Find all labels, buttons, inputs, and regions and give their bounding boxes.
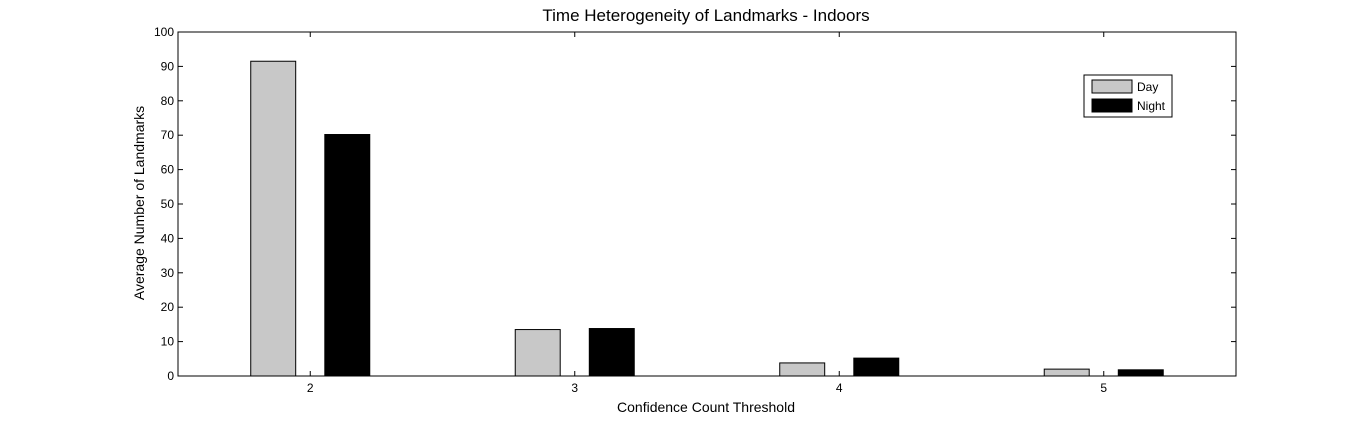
legend-swatch-day — [1091, 79, 1133, 94]
y-tick-label: 30 — [161, 266, 175, 280]
bar-night-5 — [1117, 369, 1164, 377]
chart-title: Time Heterogeneity of Landmarks - Indoor… — [542, 6, 869, 25]
y-tick-label: 20 — [161, 300, 175, 314]
bar-day-2 — [250, 60, 297, 377]
x-tick-label: 3 — [571, 381, 578, 395]
y-tick-label: 100 — [154, 25, 174, 39]
bar-day-3 — [514, 329, 561, 377]
y-tick-label: 70 — [161, 128, 175, 142]
x-axis-label: Confidence Count Threshold — [617, 399, 795, 415]
legend-label-night: Night — [1137, 99, 1166, 113]
legend-swatch-night — [1091, 98, 1133, 113]
x-tick-label: 2 — [307, 381, 314, 395]
y-tick-label: 50 — [161, 197, 175, 211]
y-tick-label: 90 — [161, 59, 175, 73]
x-tick-label: 4 — [836, 381, 843, 395]
y-axis-label: Average Number of Landmarks — [131, 106, 147, 300]
x-tick-label: 5 — [1100, 381, 1107, 395]
bar-night-3 — [588, 328, 635, 377]
bar-night-4 — [853, 357, 900, 377]
legend: Day Night — [1083, 74, 1173, 118]
y-tick-label: 0 — [167, 369, 174, 383]
y-tick-label: 60 — [161, 163, 175, 177]
y-tick-label: 10 — [161, 335, 175, 349]
bar-day-4 — [779, 362, 826, 377]
y-axis: 0 10 20 30 40 50 60 70 80 90 100 — [154, 25, 1236, 383]
bar-night-2 — [324, 134, 371, 377]
y-tick-label: 80 — [161, 94, 175, 108]
legend-label-day: Day — [1137, 80, 1158, 94]
y-tick-label: 40 — [161, 231, 175, 245]
bars — [250, 60, 1164, 377]
x-axis: 2 3 4 5 — [307, 32, 1107, 395]
bar-day-5 — [1043, 368, 1090, 377]
